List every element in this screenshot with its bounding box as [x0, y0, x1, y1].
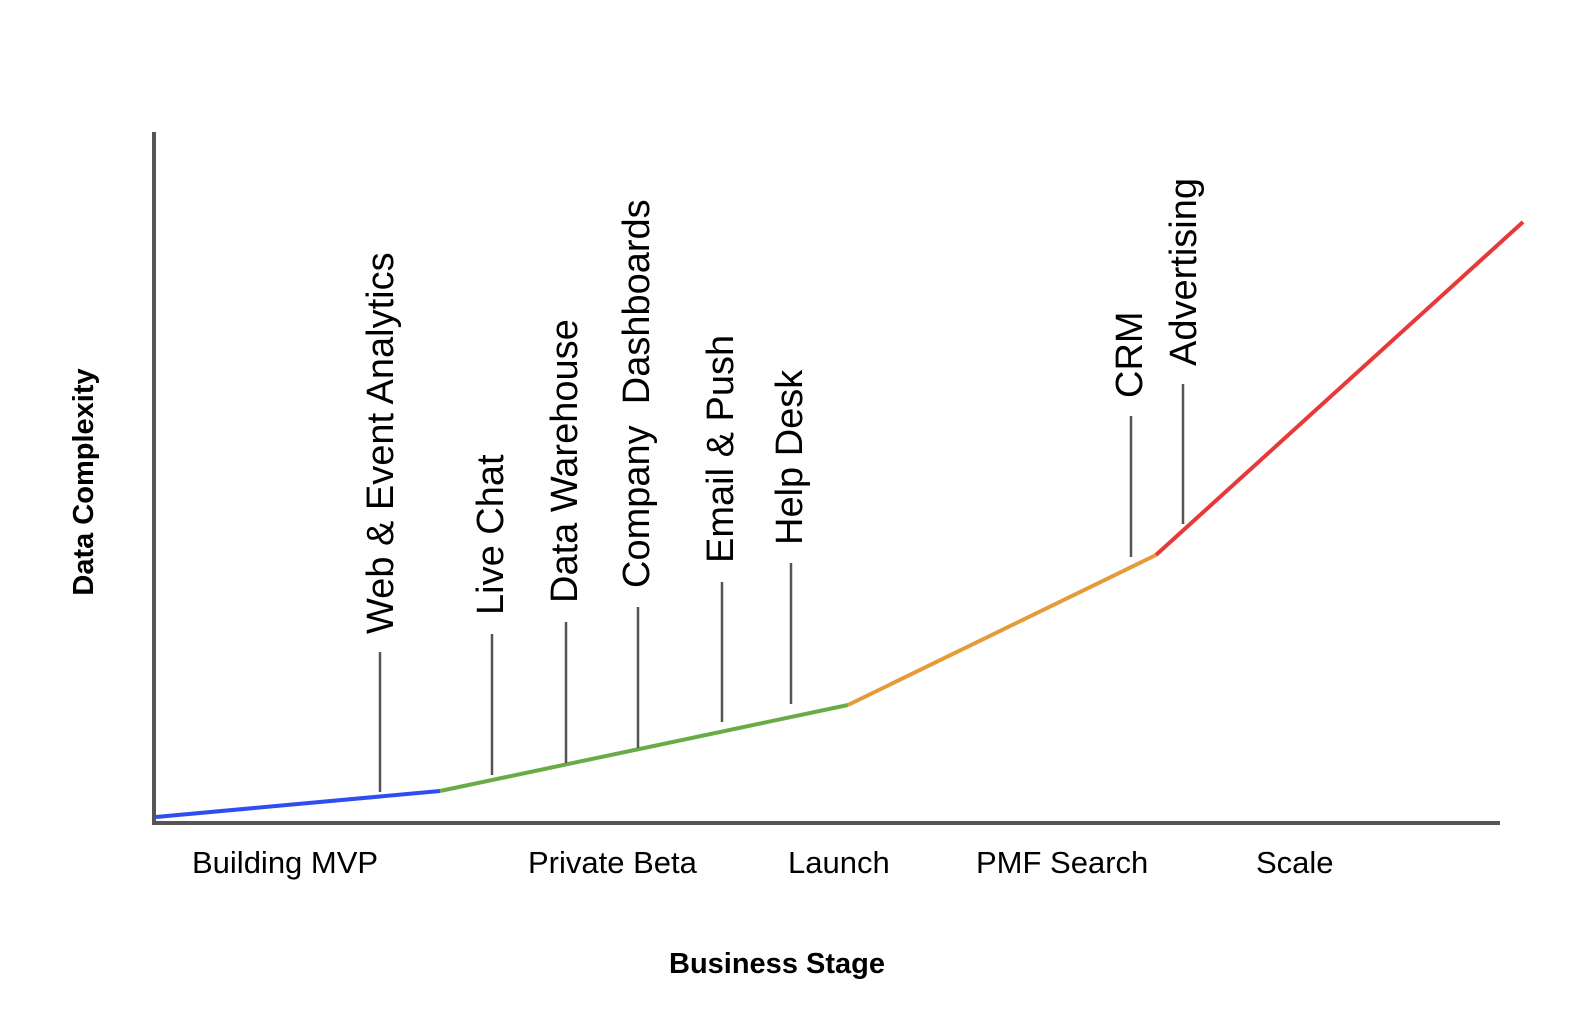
stage-label-private-beta: Private Beta: [528, 845, 698, 880]
stage-label-building-mvp: Building MVP: [192, 845, 378, 880]
curve-segment-pmf: [847, 553, 1157, 707]
curve-segment-mvp: [155, 789, 441, 819]
y-axis-title: Data Complexity: [68, 368, 100, 595]
tool-label-help-desk: Help Desk: [769, 369, 811, 545]
tool-label-email-push: Email & Push: [700, 335, 742, 563]
curve-segment-beta: [439, 703, 849, 793]
stage-label-launch: Launch: [788, 845, 890, 880]
tool-label-web-event-analytics: Web & Event Analytics: [360, 252, 402, 634]
tool-label-advertising: Advertising: [1163, 178, 1205, 366]
tool-label-live-chat: Live Chat: [470, 454, 512, 615]
x-axis-title: Business Stage: [669, 948, 885, 980]
stage-label-scale: Scale: [1256, 845, 1334, 880]
tool-label-company-dashboards: Company Dashboards: [616, 199, 658, 588]
curve-segment-scale: [1154, 220, 1525, 557]
tool-label-crm: CRM: [1109, 311, 1151, 398]
tool-label-data-warehouse: Data Warehouse: [544, 319, 586, 603]
stage-label-pmf-search: PMF Search: [976, 845, 1148, 880]
